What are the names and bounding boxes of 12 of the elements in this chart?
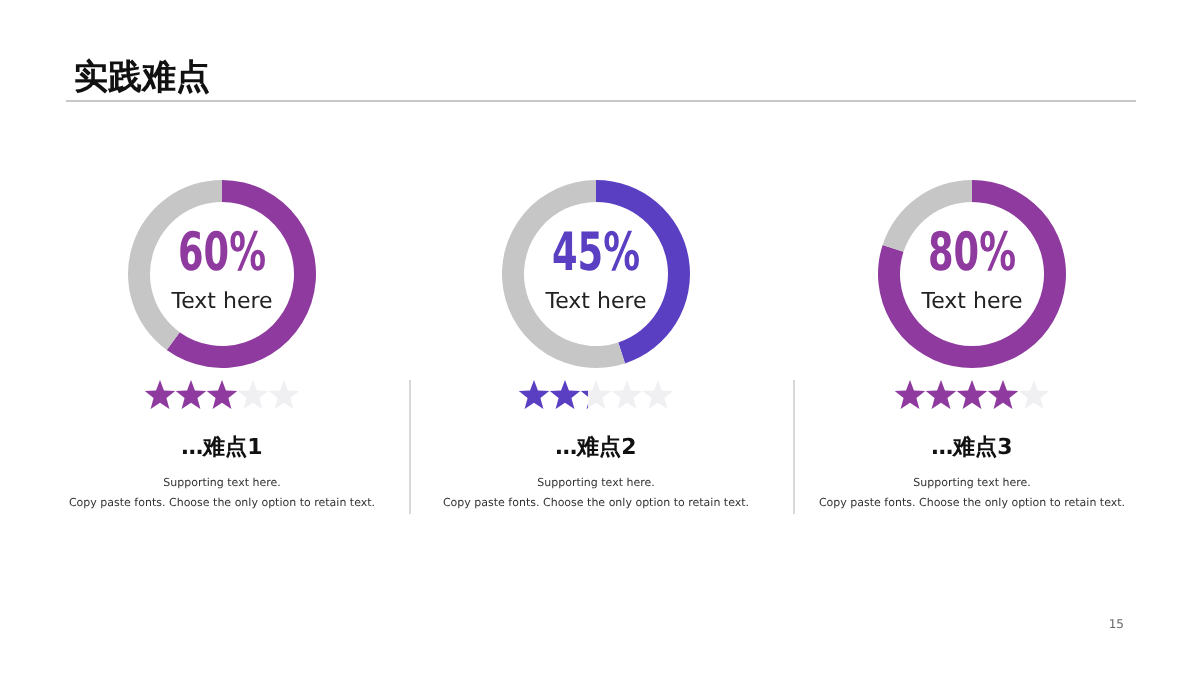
text: Text here: [543, 288, 647, 314]
data-label: 60%: [177, 223, 267, 284]
text: 实践难点: [74, 58, 210, 98]
data-label: 80%: [927, 223, 1017, 284]
donut-slice: [878, 180, 1066, 368]
text: …难点1: [181, 434, 263, 460]
text: Text here: [919, 288, 1023, 314]
text: …难点3: [931, 434, 1013, 460]
text: Text here: [169, 288, 273, 314]
data-label: 45%: [551, 223, 641, 284]
text: …难点2: [555, 434, 637, 460]
donut-slice: [166, 180, 316, 368]
